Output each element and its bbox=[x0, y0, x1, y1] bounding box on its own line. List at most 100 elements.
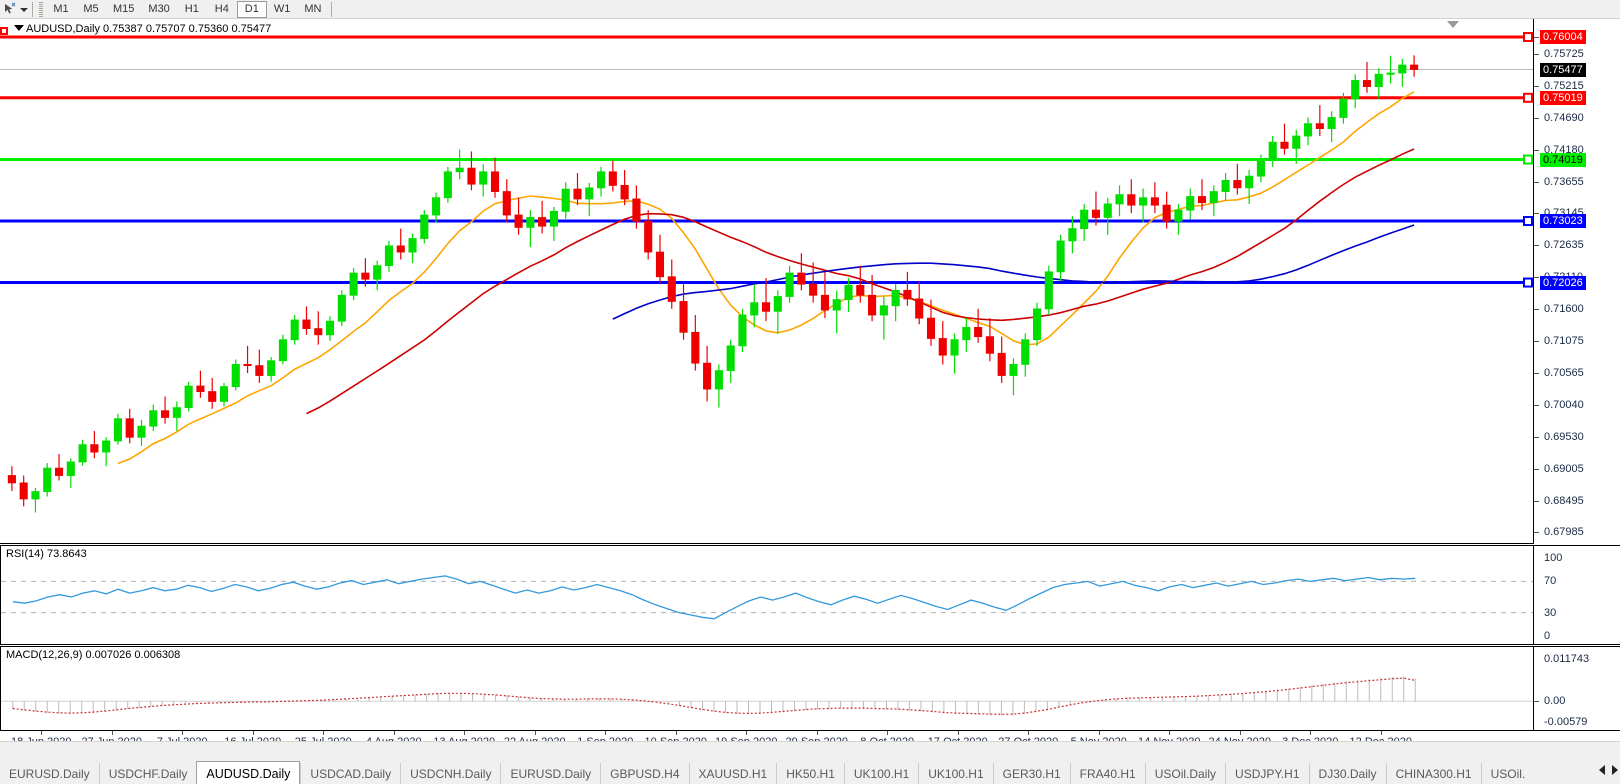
price-tick bbox=[1534, 277, 1539, 279]
symbol-tab-xauusd-h1[interactable]: XAUUSD.H1 bbox=[688, 763, 777, 784]
timeframe-m15-button[interactable]: M15 bbox=[113, 3, 135, 15]
symbol-tab-audusd-daily[interactable]: AUDUSD.Daily bbox=[196, 761, 301, 784]
resistance-line-2[interactable] bbox=[0, 92, 1533, 103]
timeframe-w1-button[interactable]: W1 bbox=[273, 3, 291, 15]
current-price-badge: 0.75477 bbox=[1540, 62, 1586, 77]
date-axis-tick bbox=[675, 731, 677, 735]
date-axis-tick bbox=[393, 731, 395, 735]
cursor-crosshair-icon[interactable] bbox=[2, 2, 18, 17]
macd-axis-label: 0.011743 bbox=[1544, 653, 1590, 665]
date-axis-tick bbox=[111, 731, 113, 735]
date-axis-tick bbox=[182, 731, 184, 735]
rsi-axis-line bbox=[1533, 546, 1534, 644]
symbol-tab-eurusd-daily[interactable]: EURUSD.Daily bbox=[500, 763, 601, 784]
timeframe-mn-button[interactable]: MN bbox=[304, 3, 322, 15]
symbol-tab-label: EURUSD.Daily bbox=[510, 767, 592, 781]
symbol-tabbar: EURUSD.Daily USDCHF.Daily AUDUSD.Daily USDC… bbox=[0, 741, 1620, 784]
timeframe-m1-button[interactable]: M1 bbox=[53, 3, 69, 15]
timeframe-h1-button[interactable]: H1 bbox=[184, 3, 199, 15]
support-line-1-badge: 0.73023 bbox=[1540, 214, 1586, 228]
timeframe-d1-button[interactable]: D1 bbox=[236, 0, 267, 18]
date-axis-tick bbox=[816, 731, 818, 735]
symbol-tab-gbpusd-h4[interactable]: GBPUSD.H4 bbox=[600, 763, 689, 784]
symbol-tab-china300-h1[interactable]: CHINA300.H1 bbox=[1385, 763, 1481, 784]
symbol-tab-hk50-h1[interactable]: HK50.H1 bbox=[776, 763, 844, 784]
symbol-tab-usdcnh-daily[interactable]: USDCNH.Daily bbox=[400, 763, 501, 784]
support-line-2-badge: 0.72026 bbox=[1540, 275, 1586, 290]
price-axis-label: 0.71600 bbox=[1544, 302, 1584, 315]
price-axis-label: 0.75215 bbox=[1544, 79, 1584, 92]
toolbar-grip-handle[interactable] bbox=[39, 1, 43, 17]
macd-histogram bbox=[12, 676, 1416, 716]
toolbar-dropdown-arrow-icon[interactable] bbox=[18, 2, 29, 17]
price-axis[interactable]: 0.760040.757250.752150.746900.741800.736… bbox=[1534, 19, 1620, 544]
symbol-tab-fra40-h1[interactable]: FRA40.H1 bbox=[1069, 763, 1145, 784]
timeframe-m5-button[interactable]: M5 bbox=[83, 3, 99, 15]
symbol-tab-usoil-daily[interactable]: USOil.Daily bbox=[1144, 763, 1226, 784]
price-plot[interactable] bbox=[0, 19, 1534, 544]
support-line-1[interactable] bbox=[0, 216, 1533, 227]
date-axis-tick bbox=[1310, 731, 1312, 735]
price-tick bbox=[1534, 308, 1539, 310]
scroll-right-arrow-icon[interactable] bbox=[1612, 765, 1618, 775]
price-tick bbox=[1534, 149, 1539, 151]
price-axis-label: 0.70565 bbox=[1544, 366, 1584, 379]
ma-fast bbox=[117, 91, 1415, 465]
date-axis-tick bbox=[746, 731, 748, 735]
price-tick bbox=[1534, 244, 1539, 246]
date-axis-tick bbox=[41, 731, 43, 735]
rsi-axis-label: 100 bbox=[1544, 552, 1563, 564]
pivot-line[interactable] bbox=[0, 154, 1533, 165]
date-axis-tick bbox=[1098, 731, 1100, 735]
timeframe-m30-button[interactable]: M30 bbox=[148, 3, 170, 15]
price-axis-label: 0.69530 bbox=[1544, 430, 1584, 443]
price-tick bbox=[1534, 54, 1539, 56]
chart-anchor-handle[interactable] bbox=[0, 27, 8, 35]
symbol-tab-label: AUDUSD.Daily bbox=[206, 766, 291, 781]
price-tick bbox=[1534, 405, 1539, 407]
price-axis-label: 0.75725 bbox=[1544, 48, 1584, 61]
symbol-tab-label: USOil. bbox=[1490, 767, 1526, 781]
scroll-left-arrow-icon[interactable] bbox=[1599, 765, 1605, 775]
resistance-line-1[interactable] bbox=[0, 32, 1533, 42]
price-tick bbox=[1534, 85, 1539, 87]
macd-label: MACD(12,26,9) 0.007026 0.006308 bbox=[6, 649, 181, 661]
symbol-tab-uk100-h1[interactable]: UK100.H1 bbox=[918, 763, 993, 784]
rsi-line bbox=[12, 575, 1416, 620]
rsi-plot[interactable] bbox=[1, 546, 1534, 644]
price-axis-label: 0.67985 bbox=[1544, 526, 1584, 538]
symbol-tab-eurusd-daily[interactable]: EURUSD.Daily bbox=[0, 763, 99, 784]
symbol-tab-uk100-h1[interactable]: UK100.H1 bbox=[843, 763, 919, 784]
date-axis-tick bbox=[605, 731, 607, 735]
chart-title: AUDUSD,Daily 0.75387 0.75707 0.75360 0.7… bbox=[26, 23, 272, 35]
symbol-tab-usdcad-daily[interactable]: USDCAD.Daily bbox=[300, 763, 401, 784]
symbol-tab-label: UK100.H1 bbox=[928, 767, 984, 781]
date-axis-tick bbox=[1380, 731, 1382, 735]
candlestick-series[interactable] bbox=[7, 55, 1419, 513]
date-axis-tick bbox=[323, 731, 325, 735]
symbol-tab-ger30-h1[interactable]: GER30.H1 bbox=[992, 763, 1070, 784]
chart-area: 0.760040.757250.752150.746900.741800.736… bbox=[0, 19, 1620, 760]
symbol-tab-strip: EURUSD.Daily USDCHF.Daily AUDUSD.Daily USDC… bbox=[0, 761, 1590, 784]
symbol-tab-usdchf-daily[interactable]: USDCHF.Daily bbox=[98, 763, 197, 784]
price-tick bbox=[1534, 37, 1539, 38]
price-axis-label: 0.68495 bbox=[1544, 494, 1584, 507]
symbol-tab-usdjpy-h1[interactable]: USDJPY.H1 bbox=[1225, 763, 1309, 784]
chart-shift-marker-icon[interactable] bbox=[1447, 21, 1459, 28]
symbol-tab-label: HK50.H1 bbox=[786, 767, 835, 781]
rsi-axis-label: 30 bbox=[1544, 606, 1557, 619]
price-panel: 0.760040.757250.752150.746900.741800.736… bbox=[0, 19, 1620, 544]
symbol-tab-usoil-[interactable]: USOil. bbox=[1480, 763, 1535, 784]
timeframe-h4-button[interactable]: H4 bbox=[214, 3, 229, 15]
price-tick bbox=[1534, 341, 1539, 343]
symbol-tab-label: XAUUSD.H1 bbox=[698, 767, 768, 781]
macd-axis-label: -0.00579 bbox=[1544, 716, 1588, 728]
macd-axis-line bbox=[1533, 647, 1534, 730]
macd-plot[interactable] bbox=[1, 647, 1534, 730]
ma-slow bbox=[612, 224, 1415, 320]
symbol-tab-label: GBPUSD.H4 bbox=[610, 767, 680, 781]
resistance-line-1-badge: 0.76004 bbox=[1540, 30, 1586, 44]
symbol-tab-dj30-daily[interactable]: DJ30.Daily bbox=[1308, 763, 1386, 784]
rsi-panel: 100 70 30 0 RSI(14) 73.8643 bbox=[0, 545, 1620, 645]
symbol-tab-label: USDJPY.H1 bbox=[1235, 767, 1300, 781]
